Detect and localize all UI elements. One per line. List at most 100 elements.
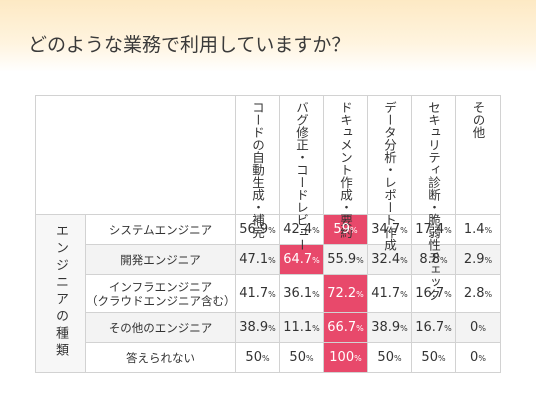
cell-value: 50: [245, 350, 262, 365]
cell-value: 100: [329, 350, 355, 365]
table-cell: 1.4%: [455, 214, 501, 245]
cell-value: 2.8: [463, 286, 485, 301]
table-row: 答えられない 50% 50% 100% 50% 50% 0%: [36, 342, 501, 373]
table-cell: 38.9%: [367, 312, 412, 343]
cell-value: 32.4: [371, 252, 401, 267]
cell-value: 56.9: [239, 222, 269, 237]
usage-table: コードの自動生成・補完 バグ修正・コードレビュー ドキュメント作成・要約 データ…: [35, 95, 501, 373]
column-header: バグ修正・コードレビュー: [279, 95, 324, 251]
percent-unit: %: [356, 324, 364, 333]
cell-value: 72.2: [327, 286, 357, 301]
table-row: インフラエンジニア （クラウドエンジニア含む） 41.7% 36.1% 72.2% 41.…: [36, 274, 501, 313]
cell-value: 17.4: [415, 222, 445, 237]
cell-value: 36.1: [283, 286, 313, 301]
table-cell: 8.8%: [411, 244, 456, 275]
table-cell: 11.1%: [279, 312, 324, 343]
cell-value: 41.7: [239, 286, 269, 301]
percent-unit: %: [356, 256, 364, 265]
header-band: [0, 0, 536, 72]
column-header-label: データ分析・レポート作成: [382, 101, 397, 251]
percent-unit: %: [312, 290, 320, 299]
column-header: その他: [455, 95, 501, 215]
percent-unit: %: [478, 324, 486, 333]
cell-value: 50: [377, 350, 394, 365]
row-label-line: （クラウドエンジニア含む）: [86, 293, 236, 308]
column-header-label: バグ修正・コードレビュー: [294, 101, 309, 251]
table-cell: 34.7%: [367, 214, 412, 245]
cell-value: 0: [470, 350, 479, 365]
column-header: セキュリティ診断・脆弱性チェック: [411, 95, 456, 301]
percent-unit: %: [312, 226, 320, 235]
column-header-label: セキュリティ診断・脆弱性チェック: [426, 101, 441, 301]
row-label-line: その他のエンジニア: [108, 320, 213, 335]
percent-unit: %: [484, 256, 493, 265]
percent-unit: %: [268, 324, 276, 333]
table-cell: 66.7%: [323, 312, 368, 343]
table-cell: 32.4%: [367, 244, 412, 275]
cell-value: 42.4: [283, 222, 313, 237]
table-cell: 50%: [235, 342, 280, 373]
row-label-line: 開発エンジニア: [120, 252, 201, 267]
column-header: コードの自動生成・補完: [235, 95, 280, 239]
percent-unit: %: [400, 256, 408, 265]
table-cell: 59%: [323, 214, 368, 245]
percent-unit: %: [478, 354, 486, 363]
column-header: データ分析・レポート作成: [367, 95, 412, 251]
percent-unit: %: [268, 256, 276, 265]
table-cell: 50%: [367, 342, 412, 373]
percent-unit: %: [312, 256, 320, 265]
cell-value: 8.8: [419, 252, 441, 267]
row-group-label-text: エンジニアの種類: [53, 223, 68, 360]
table-cell: 2.8%: [455, 274, 501, 313]
percent-unit: %: [261, 354, 270, 363]
table-cell: 72.2%: [323, 274, 368, 313]
percent-unit: %: [400, 226, 408, 235]
cell-value: 41.7: [371, 286, 401, 301]
percent-unit: %: [400, 290, 408, 299]
row-label: システムエンジニア: [85, 214, 236, 245]
cell-value: 38.9: [371, 320, 401, 335]
table-cell: 55.9%: [323, 244, 368, 275]
cell-value: 55.9: [327, 252, 357, 267]
table-cell: 100%: [323, 342, 368, 373]
percent-unit: %: [484, 226, 493, 235]
table-row: その他のエンジニア 38.9% 11.1% 66.7% 38.9% 16.7% 0%: [36, 312, 501, 343]
percent-unit: %: [437, 354, 446, 363]
cell-value: 59: [333, 222, 350, 237]
cell-value: 38.9: [239, 320, 269, 335]
table-cell: 41.7%: [367, 274, 412, 313]
column-header: ドキュメント作成・要約: [323, 95, 368, 239]
table-cell: 0%: [455, 342, 501, 373]
percent-unit: %: [440, 256, 448, 265]
column-header-label: その他: [470, 101, 486, 139]
table-corner: [35, 95, 236, 215]
row-label: 開発エンジニア: [85, 244, 236, 275]
percent-unit: %: [268, 226, 276, 235]
table-cell: 42.4%: [279, 214, 324, 245]
table-cell: 50%: [279, 342, 324, 373]
percent-unit: %: [444, 324, 452, 333]
row-label: その他のエンジニア: [85, 312, 236, 343]
table-cell: 47.1%: [235, 244, 280, 275]
column-header-label: ドキュメント作成・要約: [338, 101, 353, 239]
cell-value: 47.1: [239, 252, 269, 267]
column-header-label: コードの自動生成・補完: [250, 101, 265, 239]
cell-value: 50: [289, 350, 306, 365]
cell-value: 16.7: [415, 320, 445, 335]
cell-value: 50: [421, 350, 438, 365]
percent-unit: %: [305, 354, 314, 363]
percent-unit: %: [400, 324, 408, 333]
table-cell: 16.7%: [411, 274, 456, 313]
table-cell: 16.7%: [411, 312, 456, 343]
table-cell: 0%: [455, 312, 501, 343]
row-label: インフラエンジニア （クラウドエンジニア含む）: [85, 274, 236, 313]
cell-value: 1.4: [463, 222, 485, 237]
row-label-line: インフラエンジニア: [108, 279, 213, 294]
percent-unit: %: [268, 290, 276, 299]
table-cell: 50%: [411, 342, 456, 373]
percent-unit: %: [354, 354, 362, 363]
table-cell: 38.9%: [235, 312, 280, 343]
row-label-line: 答えられない: [126, 350, 195, 365]
table-row: 開発エンジニア 47.1% 64.7% 55.9% 32.4% 8.8% 2.9%: [36, 244, 501, 275]
cell-value: 16.7: [415, 286, 445, 301]
